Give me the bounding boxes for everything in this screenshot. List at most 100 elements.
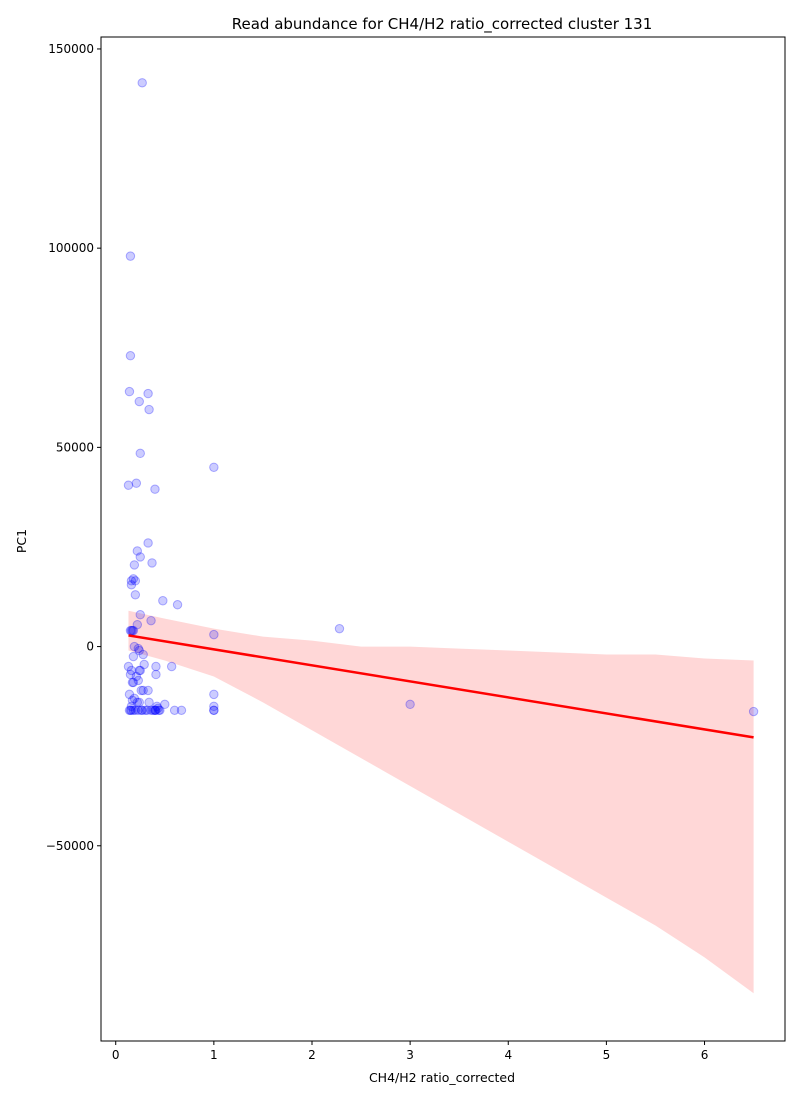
- data-point: [132, 697, 143, 708]
- data-point: [128, 651, 139, 662]
- x-tick-label: 6: [701, 1048, 709, 1062]
- data-point: [154, 705, 164, 716]
- data-point: [172, 600, 183, 610]
- data-point: [136, 705, 146, 716]
- data-point: [125, 351, 136, 361]
- x-tick-label: 2: [308, 1048, 316, 1062]
- plot-frame: [100, 36, 786, 1042]
- data-point: [128, 677, 139, 688]
- data-point: [209, 705, 219, 716]
- data-point: [136, 685, 146, 696]
- scatter-points-layer: [123, 78, 759, 717]
- data-point: [138, 685, 148, 696]
- data-point: [129, 560, 140, 570]
- data-point: [124, 705, 135, 716]
- data-point: [144, 404, 154, 415]
- data-point: [128, 625, 139, 636]
- y-tick-label: 50000: [56, 440, 94, 454]
- data-point: [209, 701, 219, 712]
- data-point: [150, 705, 160, 716]
- x-tick-label: 0: [112, 1048, 120, 1062]
- data-point: [127, 677, 138, 688]
- y-axis-label: PC1: [14, 529, 29, 553]
- data-point: [134, 697, 144, 708]
- y-tick-label: −50000: [46, 839, 94, 853]
- data-point: [143, 538, 153, 548]
- data-point: [130, 590, 141, 600]
- data-point: [334, 623, 345, 634]
- data-point: [132, 546, 143, 556]
- data-point: [133, 675, 143, 686]
- data-point: [150, 484, 160, 494]
- data-point: [126, 705, 137, 716]
- data-point: [138, 649, 148, 660]
- data-point: [150, 705, 160, 716]
- data-point: [209, 629, 219, 640]
- data-point: [140, 705, 150, 716]
- data-point: [135, 448, 145, 459]
- data-point: [128, 574, 139, 584]
- data-point: [137, 78, 147, 88]
- y-tick-label: 100000: [48, 241, 94, 255]
- data-point: [128, 705, 139, 716]
- data-point: [166, 661, 177, 672]
- x-tick-label: 4: [504, 1048, 512, 1062]
- x-axis-label: CH4/H2 ratio_corrected: [369, 1070, 515, 1085]
- x-tick-label: 3: [406, 1048, 414, 1062]
- data-point: [146, 615, 156, 626]
- data-point: [129, 641, 140, 652]
- data-point: [124, 689, 135, 700]
- data-point: [144, 697, 154, 708]
- data-point: [126, 701, 137, 712]
- data-point: [127, 695, 138, 706]
- data-point: [133, 705, 143, 716]
- data-point: [143, 685, 153, 696]
- data-point: [143, 388, 153, 399]
- data-point: [126, 665, 137, 676]
- data-point: [130, 576, 141, 586]
- data-point: [151, 661, 161, 672]
- data-point: [125, 251, 136, 261]
- data-point: [126, 580, 137, 590]
- data-point: [134, 645, 144, 656]
- data-point: [123, 480, 134, 490]
- data-point: [148, 705, 158, 716]
- data-point: [135, 665, 145, 676]
- data-point: [123, 661, 134, 672]
- data-point: [142, 705, 152, 716]
- data-point: [153, 703, 163, 714]
- regression-line-layer: [128, 634, 754, 739]
- data-point: [209, 462, 219, 472]
- data-point: [405, 699, 415, 710]
- data-point: [176, 705, 187, 716]
- data-point: [130, 705, 141, 716]
- y-tick-label: 150000: [48, 42, 94, 56]
- data-point: [133, 643, 143, 654]
- confidence-band-layer: [128, 610, 754, 994]
- data-point: [125, 705, 136, 716]
- data-point: [152, 701, 162, 712]
- axes-layer: [100, 36, 786, 1042]
- data-point: [169, 705, 180, 716]
- x-tick-label: 5: [603, 1048, 611, 1062]
- data-point: [158, 596, 168, 606]
- confidence-band: [128, 610, 754, 994]
- data-point: [132, 619, 143, 630]
- data-point: [146, 705, 156, 716]
- data-point: [155, 705, 165, 716]
- data-point: [209, 705, 219, 716]
- data-point: [135, 552, 145, 562]
- data-point: [137, 705, 147, 716]
- x-tick-label: 1: [210, 1048, 218, 1062]
- data-point: [126, 625, 137, 636]
- data-point: [126, 576, 137, 586]
- y-tick-label: 0: [86, 640, 94, 654]
- data-point: [748, 706, 759, 717]
- data-point: [209, 689, 219, 700]
- data-point: [134, 665, 144, 676]
- ticks-layer: 0 1 2 3 4 5 6 −50000 0 50000 100000 150000: [46, 42, 709, 1062]
- data-point: [135, 609, 145, 620]
- data-point: [151, 705, 161, 716]
